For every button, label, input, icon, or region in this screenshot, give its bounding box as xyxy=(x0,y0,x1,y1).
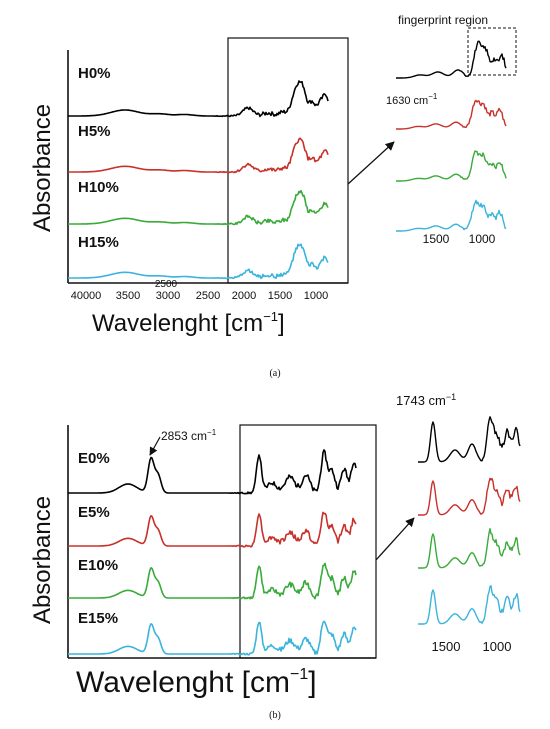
panel-a-x-label: Wavelenght [cm−1] xyxy=(92,309,285,337)
inset-line-h5pct xyxy=(396,99,507,130)
panel-a-y-label: Absorbance xyxy=(29,104,56,232)
spectrum-line-e10pct xyxy=(68,562,357,600)
inset-x-tick: 1500 xyxy=(423,232,450,246)
inset-x-tick: 1000 xyxy=(483,639,512,654)
spectrum-line-h10pct xyxy=(68,189,329,226)
inset-line-h0pct xyxy=(396,40,507,79)
inset-annotation: 1630 cm−1 xyxy=(386,92,438,107)
inset-title: fingerprint region xyxy=(398,13,488,27)
inset-line-h10pct xyxy=(396,150,507,182)
inset-line-h15pct xyxy=(396,199,507,232)
panel-a-inset: fingerprint region 1630 cm−1 1500 1000 xyxy=(386,13,517,246)
x-tick-label-extra: 2500 xyxy=(155,279,178,290)
x-tick-label: 3500 xyxy=(116,290,140,302)
spectrum-line-e0pct xyxy=(68,449,357,495)
panel-a: H0% H5% H10% H15% Absorbance 40000 3500 … xyxy=(29,13,517,379)
panel-b-y-label: Absorbance xyxy=(29,496,56,624)
inset-line-e0pct xyxy=(418,416,521,463)
series-label-h15: H15% xyxy=(78,234,119,251)
inset-line-e10pct xyxy=(418,528,521,569)
x-tick-label: 1500 xyxy=(268,290,292,302)
series-label-e10: E10% xyxy=(78,557,118,574)
panel-a-caption: (a) xyxy=(269,368,280,379)
panel-b-zoom-box xyxy=(239,424,377,659)
panel-b-zoom-arrow xyxy=(375,517,415,561)
panel-a-zoom-arrow xyxy=(347,141,395,185)
series-label-e5: E5% xyxy=(78,504,110,521)
spectrum-line-e15pct xyxy=(68,620,357,656)
inset-x-tick: 1000 xyxy=(469,232,496,246)
inset-x-tick: 1500 xyxy=(432,639,461,654)
x-tick-label: 2500 xyxy=(196,290,220,302)
panel-b-inset: 1743 cm−1 1500 1000 xyxy=(396,392,521,654)
spectrum-line-h0pct xyxy=(68,80,329,118)
spectrum-line-h5pct xyxy=(68,137,329,174)
peak-annotation: 2853 cm−1 xyxy=(161,428,217,443)
panel-b-x-label: Wavelenght [cm−1] xyxy=(76,666,317,699)
series-label-e15: E15% xyxy=(78,610,118,627)
spectrum-line-e5pct xyxy=(68,511,357,548)
x-tick-label: 1000 xyxy=(304,290,328,302)
x-tick-label: 3000 xyxy=(156,290,180,302)
inset-line-e5pct xyxy=(418,477,521,516)
series-label-e0: E0% xyxy=(78,450,110,467)
series-label-h0: H0% xyxy=(78,65,111,82)
inset-line-e15pct xyxy=(418,585,521,625)
x-tick-label: 40000 xyxy=(71,290,102,302)
spectrum-line-h15pct xyxy=(68,243,329,280)
inset-annotation: 1743 cm−1 xyxy=(396,392,456,408)
series-label-h5: H5% xyxy=(78,123,111,140)
panel-a-zoom-box xyxy=(227,37,349,284)
panel-b-caption: (b) xyxy=(269,710,281,721)
series-label-h10: H10% xyxy=(78,179,119,196)
fingerprint-box xyxy=(467,27,517,76)
peak-annotation-arrow xyxy=(149,436,161,456)
x-tick-label: 2000 xyxy=(232,290,256,302)
panel-b: E0% E5% E10% E15% Absorbance 2853 cm−1 W… xyxy=(29,392,521,721)
